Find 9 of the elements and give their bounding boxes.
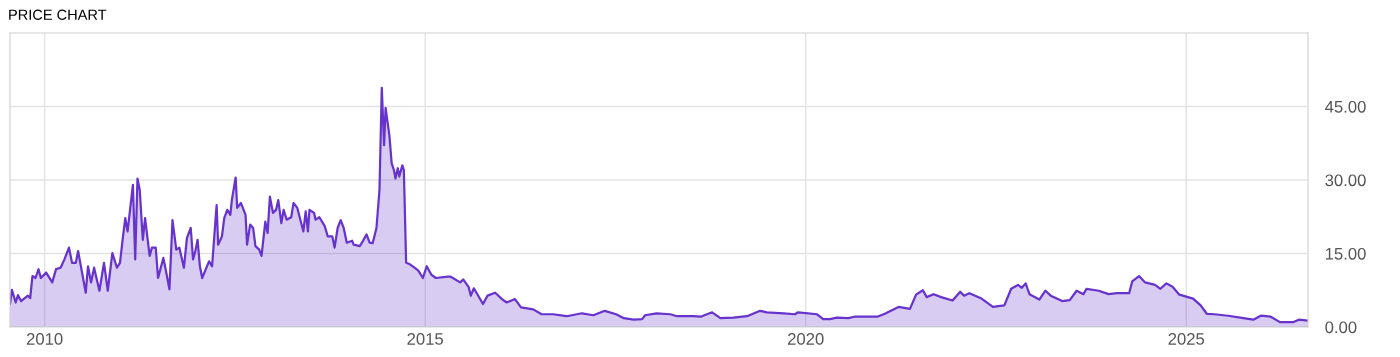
x-tick-label: 2020 [788,333,824,345]
x-tick-label: 2025 [1168,333,1205,345]
y-tick-label: 30.00 [1325,174,1366,187]
x-tick-label: 2010 [26,333,63,345]
chart-title: PRICE CHART [9,9,107,20]
y-tick-label: 45.00 [1325,100,1366,113]
y-tick-label: 15.00 [1325,247,1366,260]
x-tick-label: 2015 [407,333,443,345]
y-tick-label: 0.00 [1325,321,1357,334]
